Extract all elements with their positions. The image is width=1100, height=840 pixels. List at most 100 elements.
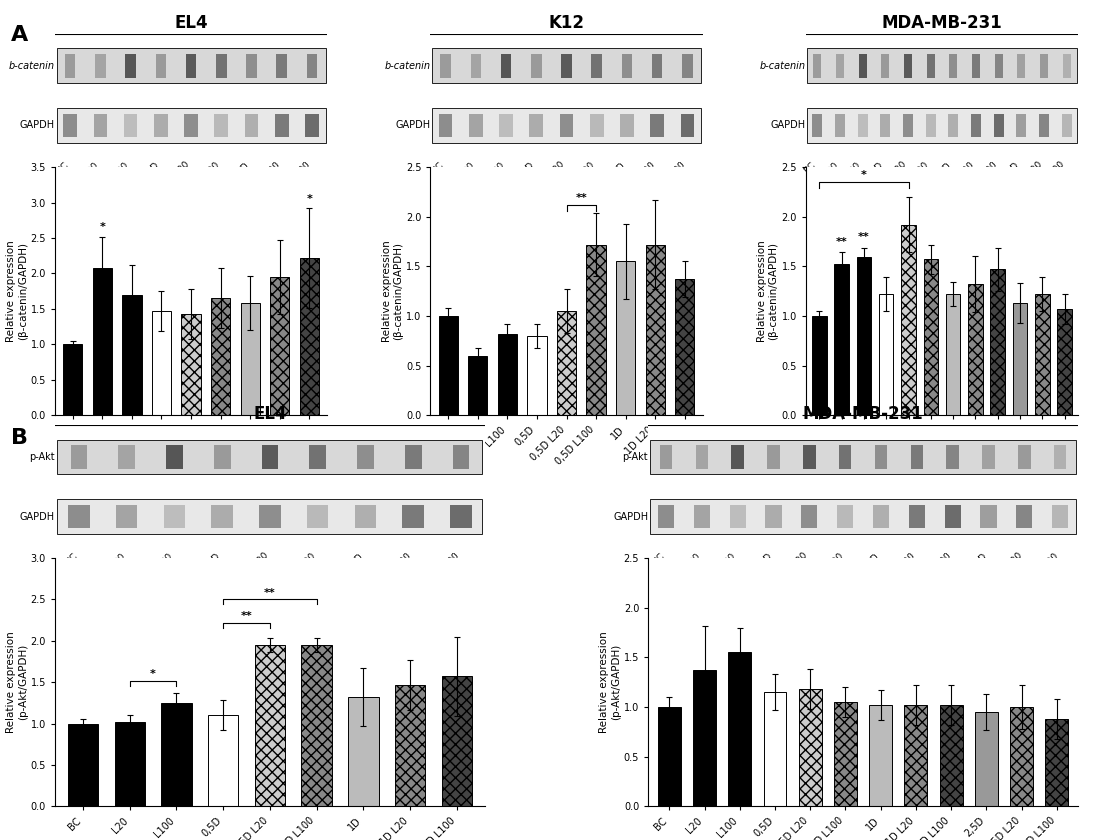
Bar xyxy=(208,716,239,806)
Bar xyxy=(301,645,332,806)
Text: 0,5D L100: 0,5D L100 xyxy=(558,160,596,199)
Bar xyxy=(874,444,888,469)
Text: 1D: 1D xyxy=(612,160,627,176)
Bar xyxy=(214,114,228,137)
Text: 0,5D L20: 0,5D L20 xyxy=(531,160,566,195)
Bar xyxy=(122,295,142,415)
Bar xyxy=(994,54,1002,78)
Text: GAPDH: GAPDH xyxy=(613,512,648,522)
Bar xyxy=(244,114,258,137)
Bar xyxy=(801,505,817,528)
Bar xyxy=(124,114,138,137)
Bar xyxy=(560,114,573,137)
Text: 1D L100: 1D L100 xyxy=(920,551,953,585)
Text: L20: L20 xyxy=(82,160,100,178)
Text: L100: L100 xyxy=(109,160,131,182)
Text: 1D L20: 1D L20 xyxy=(888,551,916,580)
Bar xyxy=(155,54,166,78)
Text: BC: BC xyxy=(430,160,446,176)
Bar xyxy=(652,54,662,78)
Bar xyxy=(869,705,892,806)
FancyBboxPatch shape xyxy=(57,439,483,475)
Bar xyxy=(469,356,487,415)
Text: 0,5D L100: 0,5D L100 xyxy=(892,160,931,199)
Text: L20: L20 xyxy=(822,160,840,178)
Text: **: ** xyxy=(264,588,276,598)
Bar xyxy=(154,114,167,137)
Bar xyxy=(299,258,319,415)
Y-axis label: Relative expression
(p-Akt/GAPDH): Relative expression (p-Akt/GAPDH) xyxy=(600,632,620,733)
Title: K12: K12 xyxy=(549,14,584,32)
Text: BC: BC xyxy=(64,551,79,566)
Bar xyxy=(1013,303,1027,415)
Bar xyxy=(241,303,260,415)
Text: 0,5D: 0,5D xyxy=(864,160,886,181)
Text: *: * xyxy=(307,194,312,204)
Bar xyxy=(119,444,135,469)
Text: 0,5D L100: 0,5D L100 xyxy=(278,551,318,591)
Bar xyxy=(658,505,674,528)
Bar xyxy=(993,114,1003,137)
Text: p-Akt: p-Akt xyxy=(623,452,648,462)
Bar xyxy=(839,444,851,469)
Title: EL4: EL4 xyxy=(174,14,208,32)
Y-axis label: Relative expression
(β-catenin/GAPDH): Relative expression (β-catenin/GAPDH) xyxy=(7,240,28,342)
Text: L20: L20 xyxy=(109,551,126,570)
Bar xyxy=(880,114,890,137)
Bar xyxy=(276,54,287,78)
Text: 0,5D L20: 0,5D L20 xyxy=(873,160,908,195)
Text: 2,5D L20: 2,5D L20 xyxy=(989,551,1024,586)
FancyBboxPatch shape xyxy=(56,108,326,143)
Text: BC: BC xyxy=(802,160,817,176)
Bar xyxy=(813,54,822,78)
Bar xyxy=(358,444,374,469)
Bar xyxy=(1018,444,1031,469)
Bar xyxy=(945,505,960,528)
Bar xyxy=(70,444,87,469)
Bar xyxy=(834,702,857,806)
Text: 1D: 1D xyxy=(350,551,365,566)
Bar xyxy=(971,114,981,137)
Bar xyxy=(836,54,844,78)
Title: MDA-MB-231: MDA-MB-231 xyxy=(881,14,1002,32)
Text: L20: L20 xyxy=(458,160,476,178)
Bar xyxy=(695,444,708,469)
Bar xyxy=(616,261,636,415)
Bar xyxy=(561,54,572,78)
Text: 1D L20: 1D L20 xyxy=(628,160,657,189)
Bar xyxy=(803,444,815,469)
Bar xyxy=(271,277,289,415)
Bar xyxy=(858,114,868,137)
Bar xyxy=(63,344,82,415)
Bar xyxy=(211,505,233,528)
Bar xyxy=(125,54,136,78)
Text: 0,5D L100: 0,5D L100 xyxy=(183,160,221,199)
Bar xyxy=(184,114,198,137)
Text: **: ** xyxy=(858,232,870,242)
Bar xyxy=(527,336,547,415)
Text: 1D: 1D xyxy=(866,551,881,566)
Bar xyxy=(307,54,317,78)
Bar xyxy=(768,444,780,469)
Bar xyxy=(1063,54,1070,78)
Bar xyxy=(1016,114,1026,137)
Bar xyxy=(152,311,172,415)
Bar xyxy=(557,311,576,415)
Bar xyxy=(586,244,606,415)
Text: 1D L20: 1D L20 xyxy=(253,160,282,189)
Bar xyxy=(909,505,925,528)
Bar xyxy=(452,444,470,469)
Bar xyxy=(879,294,893,415)
Bar xyxy=(499,114,513,137)
Bar xyxy=(881,54,889,78)
FancyBboxPatch shape xyxy=(807,108,1077,143)
Bar xyxy=(450,505,472,528)
Bar xyxy=(658,707,681,806)
Text: *: * xyxy=(861,170,867,180)
FancyBboxPatch shape xyxy=(807,49,1077,83)
Text: 1D L100: 1D L100 xyxy=(966,160,999,193)
Bar xyxy=(675,279,694,415)
Bar xyxy=(439,316,458,415)
FancyBboxPatch shape xyxy=(432,49,701,83)
Bar xyxy=(946,444,959,469)
